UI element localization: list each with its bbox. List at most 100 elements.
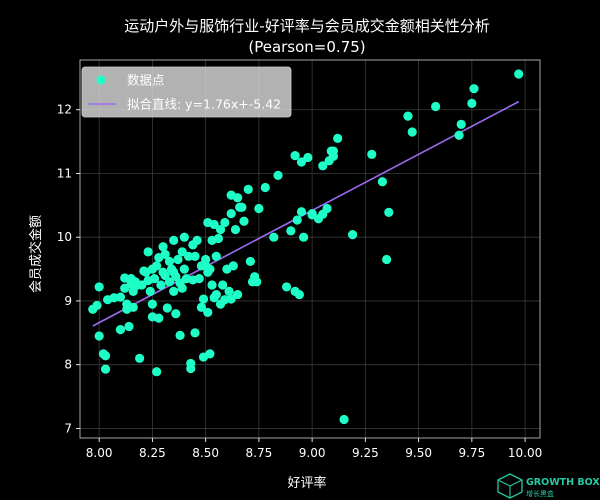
data-point [124,321,134,332]
data-point [211,289,221,300]
cube-logo-icon [497,473,523,499]
data-point [377,177,388,187]
y-tick-label: 7 [64,421,72,435]
data-point [92,300,102,311]
data-point [211,251,221,261]
data-point [115,292,126,302]
x-tick-label: 8.50 [192,446,219,460]
data-point [201,254,211,265]
data-point [281,282,292,292]
data-point [145,286,155,296]
legend-entry-fit-line: 拟合直线: y=1.76x+-5.42 [127,97,281,112]
data-point [173,254,183,265]
grid [80,60,540,438]
data-point [367,149,377,159]
data-point [120,283,130,293]
watermark-subtitle: 增长黑盒 [526,489,554,498]
data-point [294,289,304,300]
axis-ticks: 8.00 8.25 8.50 8.75 9.00 9.25 9.50 9.75 10.00 7 8 9… [57,103,543,460]
data-point [169,235,179,245]
data-point [296,207,307,217]
data-point [149,274,160,284]
data-point [135,353,145,363]
data-point [207,280,217,290]
legend: 数据点 拟合直线: y=1.76x+-5.42 [81,66,292,118]
chart-title-line-1: 运动户外与服饰行业-好评率与会员成交金额相关性分析 [124,17,489,35]
data-point [158,242,168,252]
data-point [209,219,219,230]
data-point [403,111,413,121]
growth-box-watermark: GROWTH BOX 增长黑盒 [497,473,600,499]
data-point [269,232,279,242]
data-point [205,349,215,359]
data-point [128,302,138,312]
x-tick-label: 9.75 [458,446,485,460]
data-point [147,299,158,309]
data-point [230,224,241,235]
data-point [454,130,464,140]
data-point [245,256,255,267]
data-point [322,203,332,214]
data-point [100,364,111,374]
x-tick-label: 9.25 [352,446,379,460]
data-point [292,215,302,225]
y-tick-label: 11 [57,166,72,180]
chart-title-line-2: (Pearson=0.75) [248,38,365,56]
data-point [239,216,249,226]
data-point [407,127,417,137]
data-point [100,351,111,361]
data-point [175,330,185,340]
data-point [154,313,164,323]
data-point [198,294,209,304]
y-axis-label: 会员成交金额 [28,215,44,293]
watermark-brand: GROWTH BOX [526,477,600,488]
plot-frame [79,59,541,439]
data-point [296,157,307,167]
data-point [143,247,153,257]
data-point [186,363,196,374]
data-point [456,119,466,129]
data-point [164,277,175,287]
data-point [213,233,224,244]
data-point [347,230,358,240]
y-tick-label: 8 [64,358,72,372]
data-point [192,235,202,245]
data-point [307,209,317,219]
y-tick-label: 10 [57,230,72,244]
data-point [218,280,228,290]
data-point [152,367,162,377]
data-point [339,414,349,425]
data-point [232,193,243,203]
legend-box [81,66,292,118]
data-point [318,161,328,171]
data-point [184,251,194,261]
data-point [171,309,181,319]
data-point [226,209,236,219]
data-point [469,84,479,94]
data-point [162,303,172,313]
data-point [228,261,238,271]
data-point [160,249,170,260]
data-point [252,277,262,287]
chart-title: 运动户外与服饰行业-好评率与会员成交金额相关性分析 (Pearson=0.75) [124,17,489,56]
x-tick-label: 9.50 [405,446,432,460]
x-tick-label: 8.75 [246,446,273,460]
data-point [431,101,441,112]
data-point [179,264,189,274]
data-point [290,151,300,161]
data-point [177,247,187,257]
data-point [514,69,524,79]
data-point [190,251,200,261]
x-axis-label: 好评率 [287,475,326,491]
data-point [237,202,247,212]
data-point [205,264,215,274]
data-point [260,182,270,193]
data-point [333,133,343,144]
data-point [303,152,313,163]
x-tick-label: 10.00 [508,446,542,460]
data-point [467,98,477,108]
data-point [190,328,200,338]
data-point [156,280,166,290]
data-point [164,256,175,267]
data-point [203,307,213,318]
